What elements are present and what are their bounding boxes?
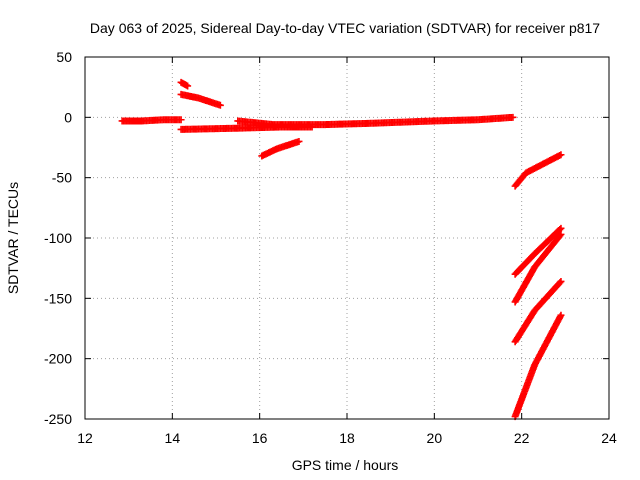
series-arc-2 [177, 78, 192, 90]
x-tick-label: 24 [601, 430, 617, 446]
x-tick-label: 22 [514, 430, 530, 446]
data-point [557, 230, 565, 238]
x-tick-labels: 12 14 16 18 20 22 24 [77, 430, 617, 446]
data-point [177, 116, 185, 124]
y-tick-label: 0 [64, 109, 72, 125]
y-tick-label: -200 [44, 351, 72, 367]
series-arc-6 [258, 137, 303, 160]
data-point [556, 279, 564, 287]
series-arc-5 [234, 113, 517, 129]
x-axis-label: GPS time / hours [292, 457, 399, 473]
y-tick-label: -150 [44, 290, 72, 306]
data-point [295, 137, 303, 145]
axis-ticks [84, 56, 610, 420]
data-point [557, 151, 565, 159]
y-axis-label: SDTVAR / TECUs [5, 182, 21, 294]
data-point [509, 113, 517, 121]
series-arc-9 [511, 230, 565, 306]
y-tick-labels: 50 0 -50 -100 -150 -200 -250 [44, 49, 72, 427]
series-arc-11 [511, 311, 565, 421]
data-point [216, 101, 224, 109]
data-point [557, 224, 565, 232]
data-point [184, 82, 192, 90]
series-arc-10 [511, 277, 565, 346]
x-tick-label: 18 [339, 430, 355, 446]
x-tick-label: 12 [77, 430, 93, 446]
y-tick-label: 50 [56, 49, 72, 65]
data-point [556, 232, 564, 240]
series-arc-1 [118, 116, 185, 125]
x-tick-label: 20 [427, 430, 443, 446]
y-tick-label: -100 [44, 230, 72, 246]
chart-title: Day 063 of 2025, Sidereal Day-to-day VTE… [90, 20, 600, 36]
data-point [556, 225, 564, 233]
x-tick-label: 14 [165, 430, 181, 446]
y-tick-label: -250 [44, 411, 72, 427]
data-points [118, 78, 565, 421]
y-tick-label: -50 [52, 170, 72, 186]
series-arc-7 [511, 151, 565, 190]
x-tick-label: 16 [252, 430, 268, 446]
data-point [557, 277, 565, 285]
grid [85, 57, 609, 419]
data-point [557, 311, 565, 319]
series-arc-3 [177, 90, 224, 109]
series-arc-8 [511, 224, 565, 278]
